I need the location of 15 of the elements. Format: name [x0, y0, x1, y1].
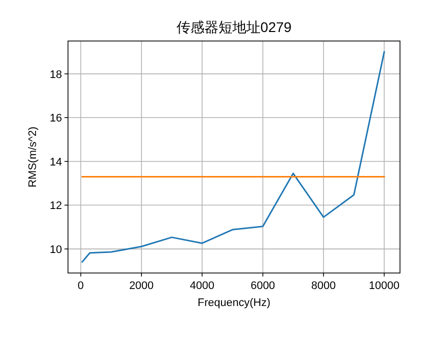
- y-tick-label: 14: [50, 156, 62, 168]
- x-tick-label: 2000: [129, 280, 154, 292]
- x-tick-label: 10000: [368, 280, 400, 292]
- x-tick-label: 0: [78, 280, 84, 292]
- y-axis-title: RMS(m/s^2): [27, 126, 39, 188]
- chart-title: 传感器短地址0279: [176, 19, 292, 35]
- y-tick-label: 12: [50, 200, 62, 212]
- x-tick-label: 8000: [311, 280, 336, 292]
- x-tick-label: 4000: [190, 280, 214, 292]
- y-tick-label: 16: [50, 112, 62, 125]
- y-tick-label: 18: [50, 68, 62, 81]
- x-axis-title: Frequency(Hz): [198, 297, 270, 309]
- x-tick-label: 6000: [250, 280, 276, 292]
- y-tick-label: 10: [50, 244, 62, 256]
- line-series: [82, 51, 385, 263]
